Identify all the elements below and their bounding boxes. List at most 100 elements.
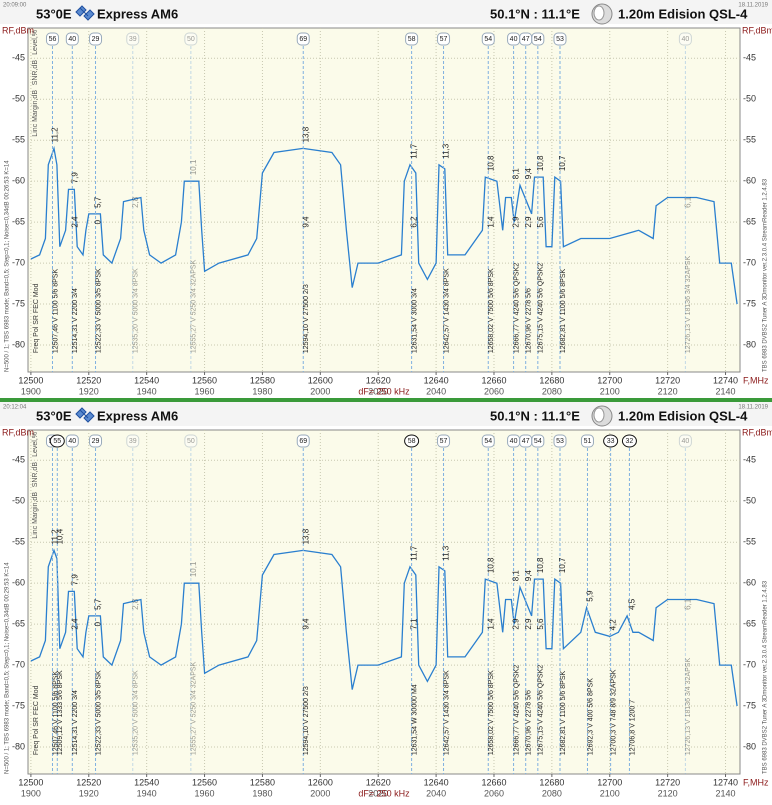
carrier-snr: 10,8 bbox=[536, 155, 545, 171]
carrier-snr: 10,8 bbox=[486, 557, 495, 573]
carrier-snr: 11,3 bbox=[442, 143, 451, 159]
carrier-margin: 2,9 bbox=[512, 618, 521, 630]
carrier-snr: 4,5 bbox=[628, 598, 637, 610]
carrier-snr: 2,8 bbox=[131, 196, 140, 208]
carrier-params: 12522,33 V 5000 3/5 8PSK bbox=[95, 268, 102, 353]
carrier-id-circle bbox=[621, 434, 637, 448]
carrier-id-circle bbox=[404, 434, 420, 448]
carrier-snr: 7,9 bbox=[70, 172, 79, 184]
carrier-params: 12682,81 V 1100 5/6 8PSK bbox=[560, 269, 567, 354]
if-tick-label: 1940 bbox=[137, 386, 157, 396]
carrier-snr: 11,7 bbox=[410, 143, 419, 159]
carrier-params: 12658,02 V 7500 5/6 8PSK bbox=[488, 670, 495, 755]
carrier-id: 58 bbox=[408, 438, 416, 445]
carrier-margin: 6,2 bbox=[410, 216, 419, 228]
carrier-params: 12594,10 V 27500 2/3 bbox=[303, 686, 310, 755]
carrier-snr: 10,7 bbox=[558, 557, 567, 573]
carrier-id: 69 bbox=[299, 438, 307, 445]
carrier-id-box bbox=[553, 434, 567, 448]
carrier-snr: 11,2 bbox=[51, 127, 60, 143]
carrier-margin: 0 bbox=[94, 219, 103, 224]
carrier-params: 12675,15 V 4240 5/6 QPSK2 bbox=[538, 665, 545, 755]
y-tick-label-right: -50 bbox=[743, 94, 756, 104]
satellite-icon bbox=[75, 407, 95, 423]
if-tick-label: 2040 bbox=[426, 386, 446, 396]
carrier-id: 55 bbox=[53, 438, 61, 445]
carrier-id: 40 bbox=[510, 36, 518, 43]
carrier-params: 12658,02 V 7500 5/6 8PSK bbox=[488, 268, 495, 353]
carrier-id: 39 bbox=[129, 438, 137, 445]
x-axis-label: F,MHz bbox=[743, 777, 769, 787]
x-tick-label: 12520 bbox=[76, 777, 101, 787]
carrier-params: 12682,81 V 1100 5/6 8PSK bbox=[560, 671, 567, 756]
carrier-margin: 9,4 bbox=[301, 618, 310, 630]
x-tick-label: 12740 bbox=[713, 375, 738, 385]
carrier-id-box bbox=[678, 32, 692, 46]
x-tick-label: 12580 bbox=[250, 777, 275, 787]
carrier-id-box bbox=[126, 434, 140, 448]
carrier-id: 39 bbox=[129, 36, 137, 43]
side-label: SNR,dB bbox=[32, 462, 39, 488]
carrier-id-box bbox=[296, 434, 310, 448]
location: 50.1°N : 11.1°E bbox=[490, 6, 580, 21]
if-tick-label: 1940 bbox=[137, 788, 157, 798]
if-tick-label: 2100 bbox=[600, 788, 620, 798]
if-tick-label: 2000 bbox=[310, 788, 330, 798]
y-tick-label-right: -55 bbox=[743, 135, 756, 145]
carrier-margin: 1,4 bbox=[486, 216, 495, 228]
y-tick-label: -45 bbox=[12, 53, 25, 63]
date: 18.11.2019 bbox=[738, 405, 768, 411]
carrier-id: 69 bbox=[299, 36, 307, 43]
date: 18.11.2019 bbox=[738, 3, 768, 9]
if-tick-label: 2080 bbox=[542, 386, 562, 396]
x-tick-label: 12620 bbox=[366, 777, 391, 787]
y-tick-label: -75 bbox=[12, 298, 25, 308]
carrier-params: 12631,54 V 3000 3/4 bbox=[411, 288, 418, 353]
carrier-margin: 0 bbox=[94, 621, 103, 626]
side-label: Linc Margin,dB bbox=[32, 492, 39, 539]
carrier-id: 33 bbox=[607, 438, 615, 445]
carrier-id: 40 bbox=[510, 438, 518, 445]
y-tick-label-right: -75 bbox=[743, 700, 756, 710]
carrier-id: 29 bbox=[92, 36, 100, 43]
carrier-id: 47 bbox=[522, 36, 530, 43]
info-right: TBS 6983 DVBS2 Tuner A 3Dmonitor ver.2.3… bbox=[763, 178, 769, 372]
carrier-id: 57 bbox=[440, 438, 448, 445]
x-tick-label: 12500 bbox=[18, 777, 43, 787]
carrier-params: 12666,77 V 4240 5/6 QPSK2 bbox=[513, 665, 520, 755]
carrier-id-box bbox=[126, 32, 140, 46]
carrier-id-box bbox=[531, 434, 545, 448]
carrier-id: 58 bbox=[408, 36, 416, 43]
carrier-id: 29 bbox=[92, 438, 100, 445]
if-tick-label: 2080 bbox=[542, 788, 562, 798]
dish-icon-inner bbox=[593, 5, 605, 21]
x-axis-label: F,MHz bbox=[743, 375, 769, 385]
carrier-params: 12555,27 V 5250 3/4 32APSK bbox=[191, 259, 198, 353]
carrier-params: 12670,96 V 2278 5/6 bbox=[526, 288, 533, 353]
carrier-params: 12555,27 V 5250 3/4 32APSK bbox=[191, 661, 198, 755]
y-tick-label-right: -65 bbox=[743, 618, 756, 628]
carrier-params: 12692,3 V 400 5/6 8PSK bbox=[587, 678, 594, 755]
x-tick-label: 12660 bbox=[481, 777, 506, 787]
carrier-id-box bbox=[89, 434, 103, 448]
header-bar bbox=[0, 402, 772, 426]
carrier-params: 12507,46 V 1100 5/6 8PSK bbox=[52, 269, 59, 354]
side-label: Level,% bbox=[32, 432, 39, 457]
carrier-id-box bbox=[184, 32, 198, 46]
carrier-snr: 11,3 bbox=[442, 545, 451, 561]
info-left: N=500 / 1; TBS 6983 mode; Band=0,5; Step… bbox=[5, 562, 11, 774]
df-label: dF= 250 kHz bbox=[358, 788, 410, 798]
carrier-id-box bbox=[405, 32, 419, 46]
carrier-snr: 9,4 bbox=[524, 570, 533, 582]
y-tick-label-right: -80 bbox=[743, 339, 756, 349]
x-tick-label: 12600 bbox=[308, 777, 333, 787]
carrier-snr: 8,1 bbox=[512, 168, 521, 180]
carrier-params: 12670,96 V 2278 5/6 bbox=[526, 690, 533, 755]
if-tick-label: 1920 bbox=[79, 386, 99, 396]
location: 50.1°N : 11.1°E bbox=[490, 408, 580, 423]
carrier-id: 53 bbox=[556, 36, 564, 43]
if-tick-label: 2140 bbox=[716, 386, 736, 396]
orbit: 53°0E bbox=[36, 408, 72, 423]
y-axis-label-right: RF,dBm bbox=[742, 427, 772, 437]
